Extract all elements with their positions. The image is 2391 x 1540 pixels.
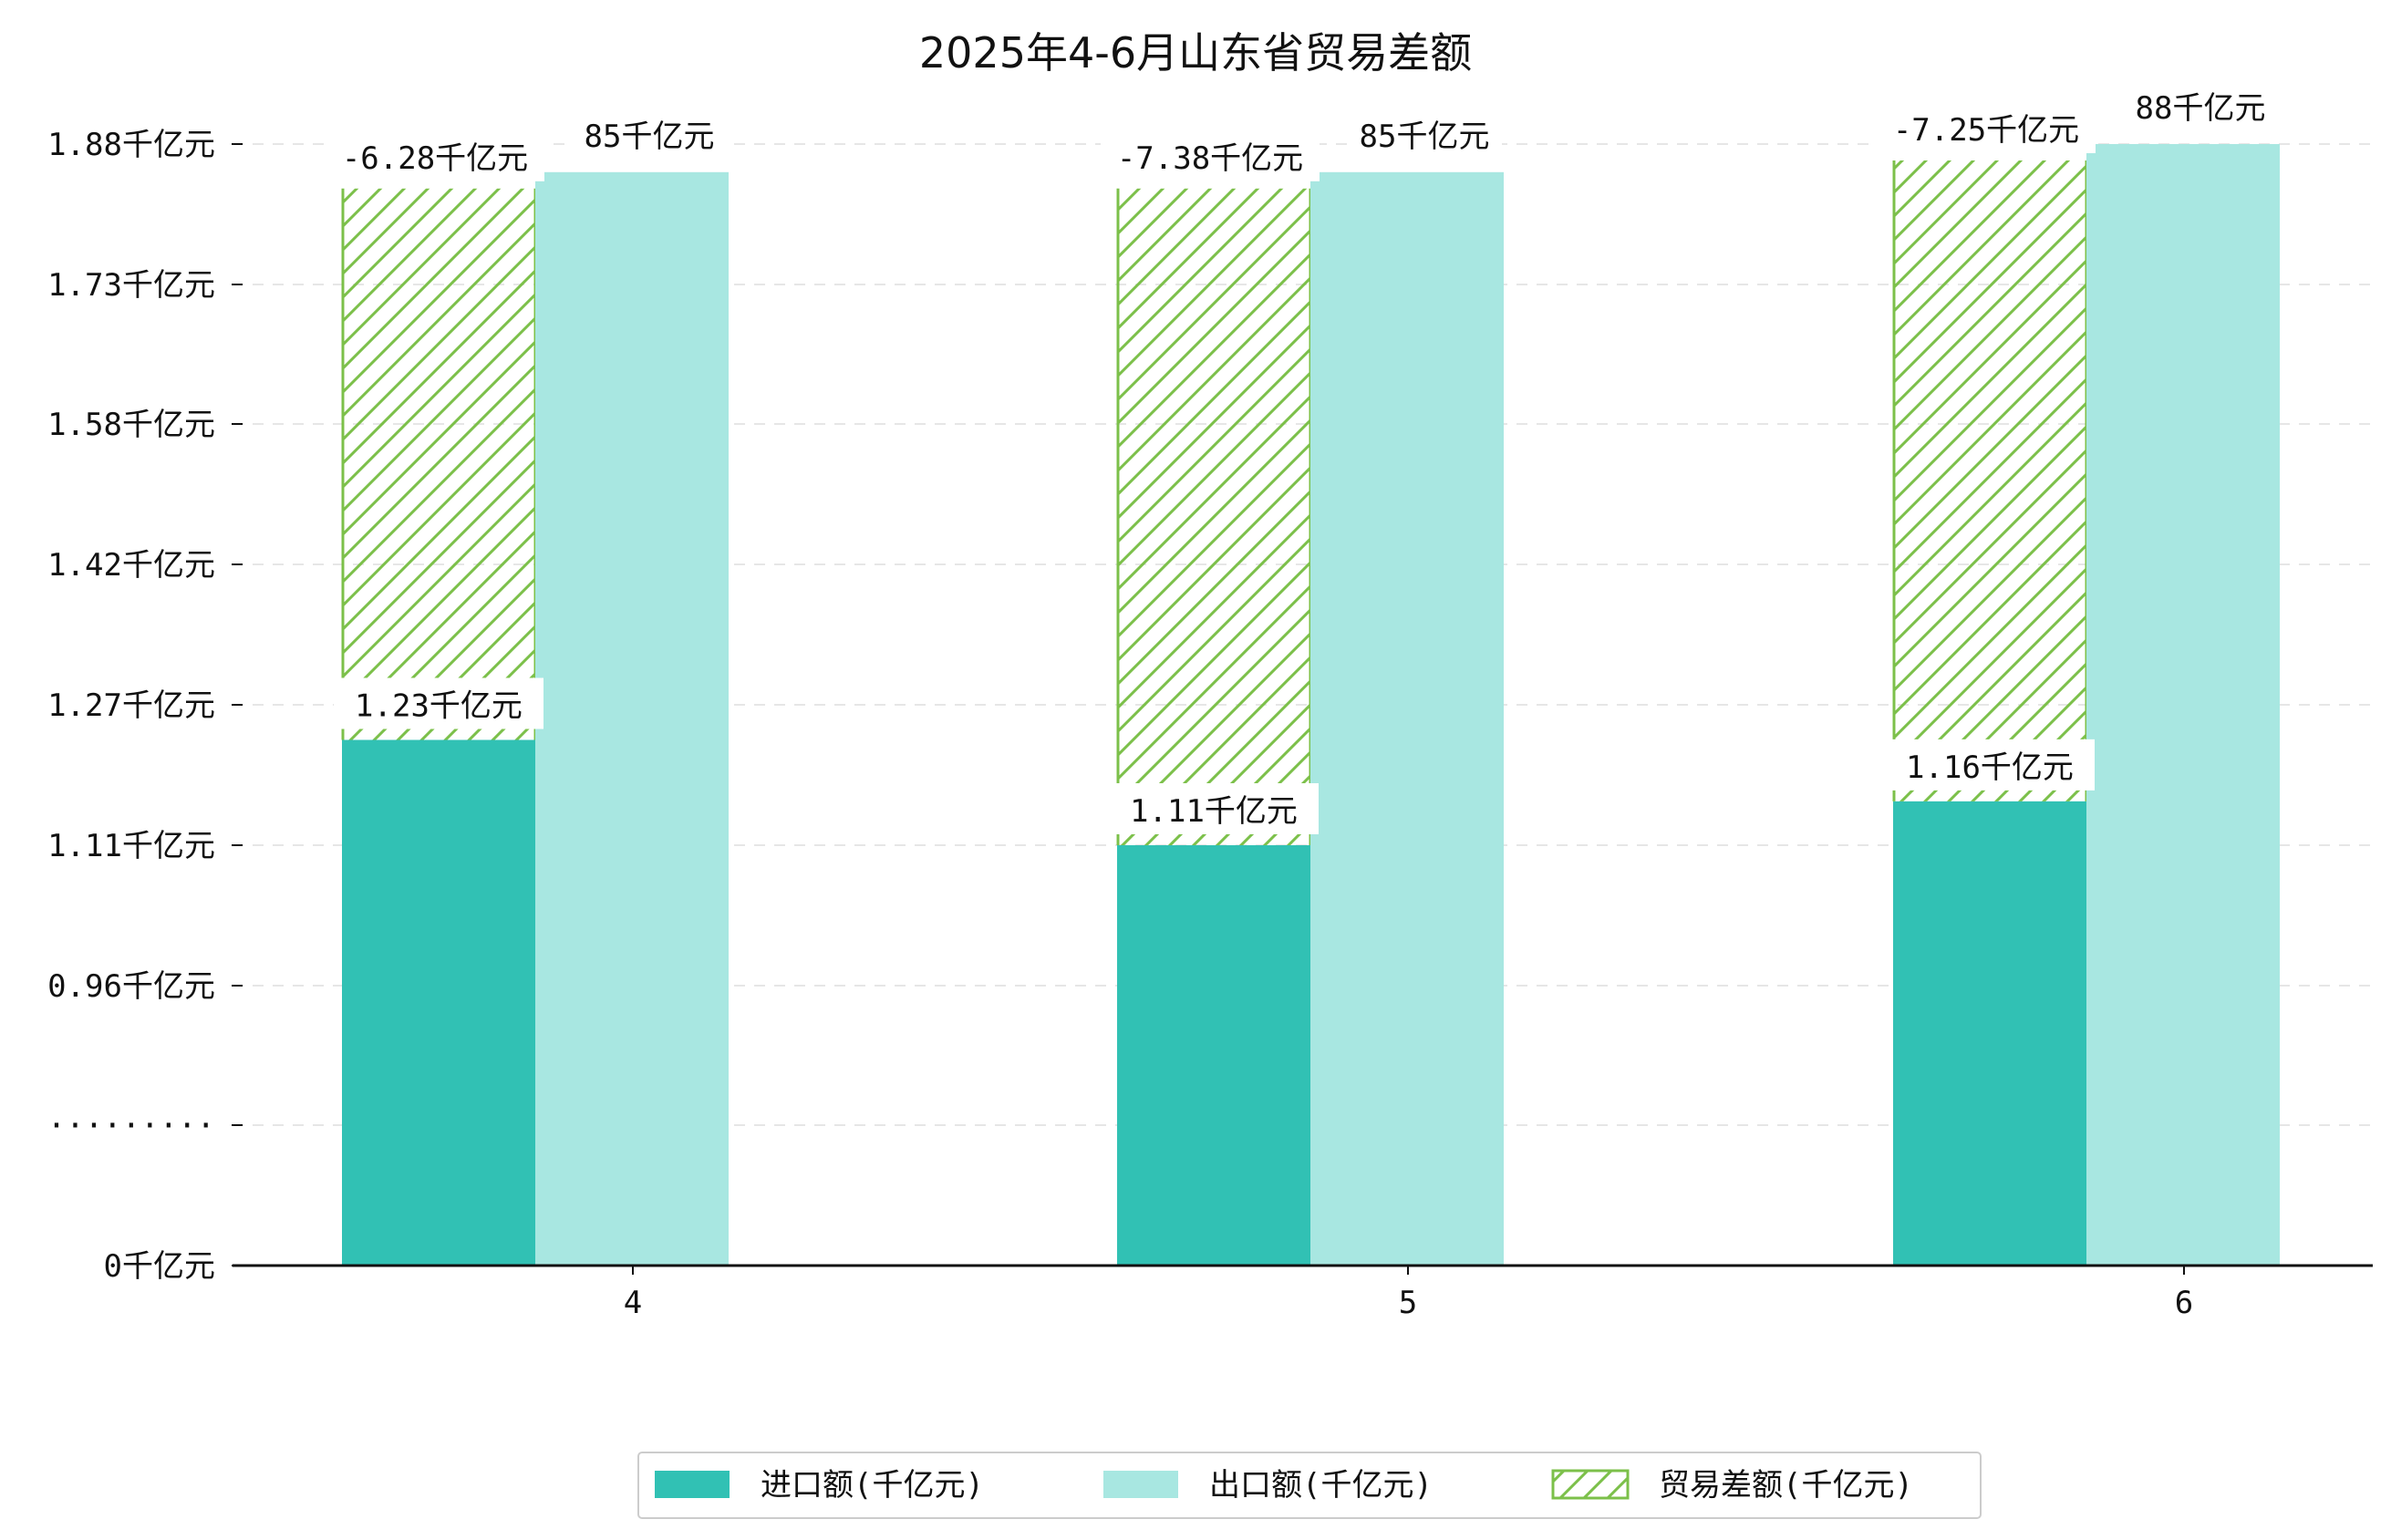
import-bar (1117, 845, 1310, 1266)
legend-label: 进口额(千亿元) (761, 1467, 984, 1504)
trade-balance-bar (342, 188, 535, 740)
export-bar (535, 171, 729, 1266)
trade-balance-label: -7.25千亿元 (1893, 112, 2079, 149)
legend-swatch (1103, 1471, 1178, 1498)
y-tick-label: ········· (47, 1108, 215, 1144)
export-label: 88千亿元 (2136, 90, 2266, 127)
y-tick-label: 1.27千亿元 (47, 687, 215, 724)
export-label: 85千亿元 (1360, 119, 1490, 155)
y-tick-label: 0.96千亿元 (47, 968, 215, 1005)
import-label-box (1885, 739, 2095, 791)
x-axis: 4 5 6 (233, 1264, 2373, 1321)
legend: 进口额(千亿元) 出口额(千亿元) 贸易差额(千亿元) (637, 1452, 1982, 1519)
chart-title: 2025年4-6月山东省贸易差额 (919, 28, 1472, 78)
import-label-box (1109, 783, 1319, 834)
y-tick-label: 1.42千亿元 (47, 547, 215, 584)
y-tick-label: 1.11千亿元 (47, 828, 215, 864)
export-bar (1310, 171, 1504, 1266)
import-bar (1893, 801, 2086, 1266)
y-tick-label: 0千亿元 (104, 1248, 215, 1285)
legend-frame (637, 1452, 1982, 1519)
trade-balance-bar (1117, 188, 1310, 846)
export-label-box (1347, 108, 1502, 160)
y-axis: 0千亿元 ········· 0.96千亿元 1.11千亿元 1.27千亿元 1.42千亿… (47, 127, 243, 1285)
trade-balance-label: -6.28千亿元 (342, 140, 528, 177)
y-tick-label: 1.58千亿元 (47, 407, 215, 443)
x-tick-label: 6 (2175, 1285, 2193, 1321)
legend-label: 出口额(千亿元) (1209, 1467, 1433, 1504)
legend-swatch (1551, 1469, 1630, 1500)
export-label-box (572, 108, 727, 160)
import-label-box (334, 677, 543, 729)
x-tick-label: 5 (1399, 1285, 1417, 1321)
trade-balance-bar (1893, 160, 2086, 801)
legend-swatch (655, 1471, 730, 1498)
import-label: 1.23千亿元 (355, 688, 523, 725)
import-label: 1.16千亿元 (1906, 749, 2074, 786)
trade-balance-label-box (1101, 129, 1320, 181)
trade-balance-label: -7.38千亿元 (1117, 140, 1303, 177)
x-tick-label: 4 (624, 1285, 642, 1321)
export-bar (2086, 144, 2280, 1266)
bars (341, 144, 2280, 1266)
y-tick-label: 1.88千亿元 (47, 127, 215, 163)
import-label: 1.11千亿元 (1130, 793, 1298, 830)
trade-balance-label-box (326, 129, 544, 181)
import-bar (342, 739, 535, 1266)
y-tick-label: 1.73千亿元 (47, 267, 215, 304)
legend-label: 贸易差额(千亿元) (1659, 1467, 1913, 1504)
export-label: 85千亿元 (585, 119, 715, 155)
export-label-box (2123, 80, 2278, 131)
trade-balance-label-box (1877, 102, 2096, 153)
data-labels: 1.23千亿元 -6.28千亿元 85千亿元 1.11千亿元 -7.38千亿元 85千亿元… (326, 80, 2278, 834)
